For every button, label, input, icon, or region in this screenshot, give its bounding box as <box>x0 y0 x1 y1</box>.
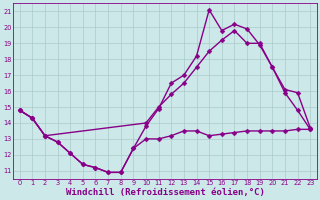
X-axis label: Windchill (Refroidissement éolien,°C): Windchill (Refroidissement éolien,°C) <box>66 188 264 197</box>
